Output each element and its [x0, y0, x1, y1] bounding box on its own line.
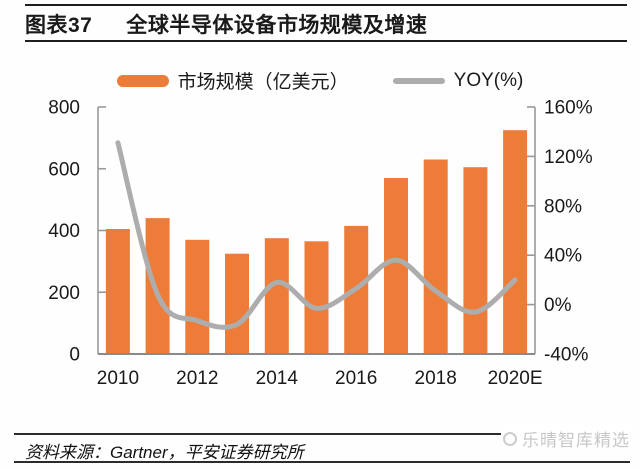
bar-2014	[264, 238, 289, 354]
legend-label-market-size: 市场规模（亿美元）	[177, 72, 349, 93]
right-axis-label: 40%	[544, 246, 582, 267]
figure-title: 全球半导体设备市场规模及增速	[126, 14, 428, 37]
right-axis-label: 80%	[544, 196, 582, 217]
x-axis-label: 2018	[415, 368, 457, 389]
right-axis-label: 0%	[544, 295, 572, 316]
bar-2018	[423, 159, 448, 354]
bar-2010	[105, 229, 130, 354]
header-rule-top	[25, 4, 627, 6]
bar-2019	[463, 167, 488, 354]
right-axis-label: 120%	[544, 147, 593, 168]
left-axis-label: 800	[48, 98, 80, 119]
bar-2011	[145, 218, 170, 354]
footer-rule-top	[14, 433, 630, 435]
figure-header: 图表37 全球半导体设备市场规模及增速	[25, 9, 427, 39]
right-axis-label: 160%	[544, 98, 593, 119]
bar-2013	[225, 253, 249, 354]
x-axis-label: 2014	[256, 368, 299, 389]
x-axis-label: 2016	[335, 368, 377, 389]
legend-item-yoy: YOY(%)	[392, 69, 524, 92]
watermark: 乐晴智库精选	[501, 426, 632, 451]
chart-legend: 市场规模（亿美元） YOY(%)	[0, 67, 640, 94]
legend-label-yoy: YOY(%)	[453, 69, 524, 91]
left-axis-label: 400	[48, 221, 80, 242]
left-axis-label: 200	[48, 283, 80, 304]
x-axis-label: 2012	[176, 368, 218, 389]
bar-2020E	[503, 130, 528, 354]
left-axis-label: 600	[48, 159, 80, 180]
source-note: 资料来源：Gartner，平安证券研究所	[25, 443, 304, 462]
line-series-swatch	[392, 77, 445, 84]
bar-series-swatch	[116, 74, 169, 87]
figure-label: 图表37	[25, 14, 93, 37]
watermark-text: 乐晴智库精选	[522, 431, 630, 450]
watermark-logo-icon	[503, 431, 517, 446]
bar-2015	[304, 241, 329, 354]
right-axis-label: -40%	[544, 345, 588, 366]
footer-rule-bottom	[14, 461, 630, 463]
legend-item-market-size: 市场规模（亿美元）	[116, 67, 349, 94]
header-rule-bottom	[25, 40, 627, 42]
x-axis-label: 2010	[97, 368, 139, 389]
bar-2012	[185, 239, 210, 354]
yoy-line	[115, 140, 518, 330]
left-axis-label: 0	[69, 345, 80, 366]
bar-2017	[384, 178, 408, 354]
x-axis-label: 2020E	[488, 368, 543, 389]
